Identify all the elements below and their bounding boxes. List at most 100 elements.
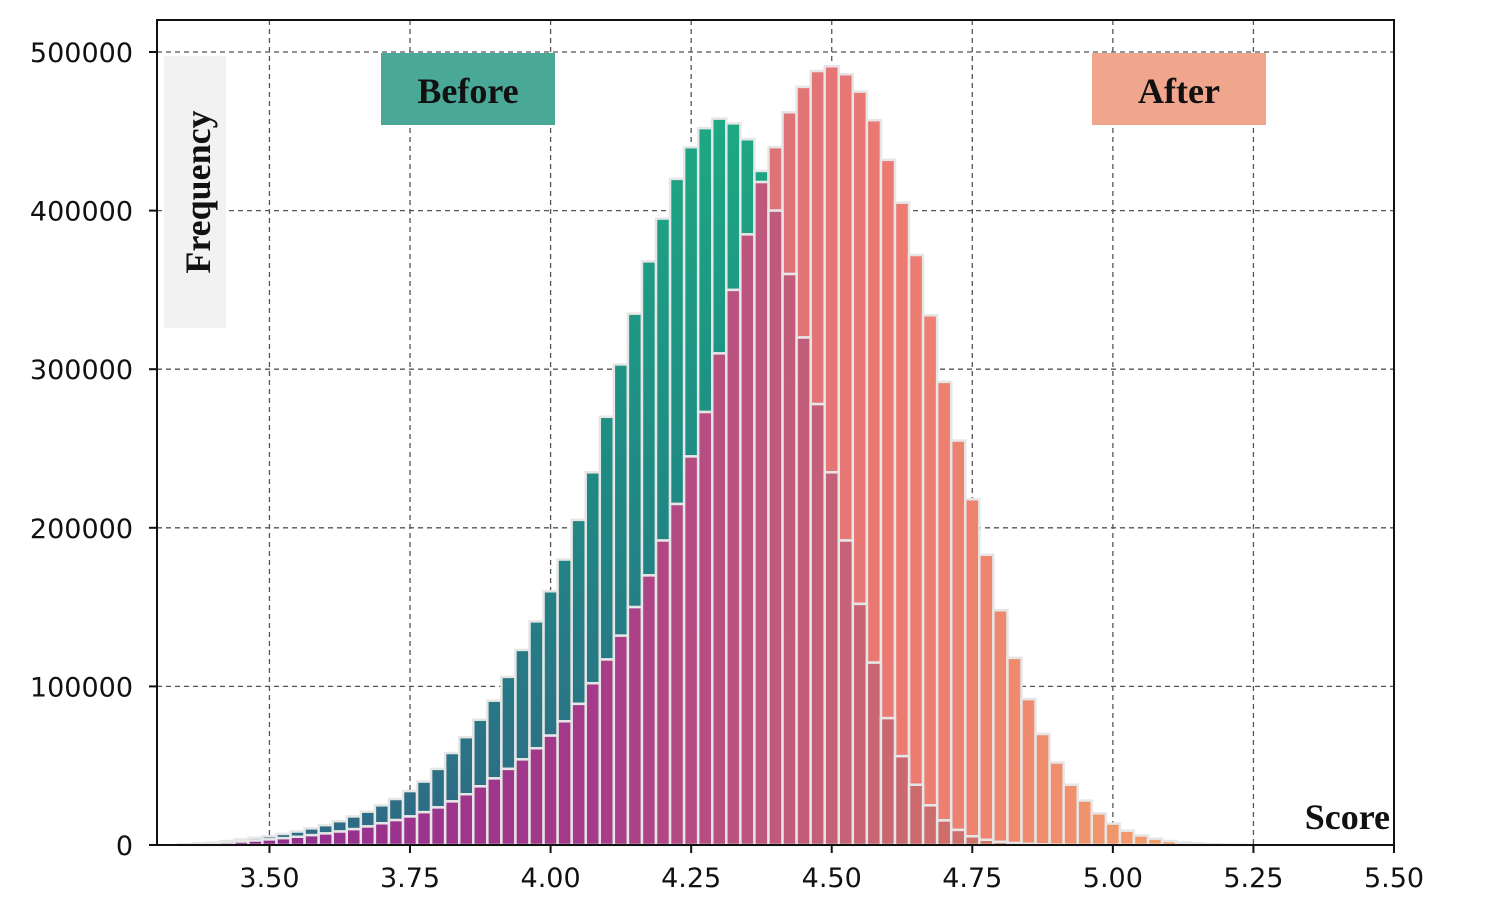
bar-before — [725, 122, 742, 292]
bar-after — [935, 380, 953, 822]
bar-before — [753, 169, 770, 184]
bar-overlap — [317, 832, 334, 847]
bar-after — [992, 609, 1009, 844]
bar-overlap — [289, 835, 306, 847]
bar-before — [626, 312, 644, 609]
bar-before — [710, 117, 728, 355]
bar-overlap — [500, 767, 517, 847]
x-tick-label: 3.75 — [380, 863, 440, 894]
bar-after — [1020, 697, 1037, 846]
bar-after — [1104, 822, 1122, 847]
bar-overlap — [443, 800, 461, 847]
bar-before — [486, 699, 503, 780]
bar-after — [893, 201, 911, 758]
bar-overlap — [739, 233, 756, 847]
bar-before — [612, 363, 630, 637]
bar-overlap — [837, 539, 855, 847]
bar-before — [415, 780, 433, 814]
bar-overlap — [865, 661, 883, 847]
bar-after — [949, 439, 967, 832]
y-tick-label: 400000 — [30, 197, 133, 228]
bar-overlap — [584, 681, 602, 847]
bar-overlap — [921, 804, 939, 847]
bar-overlap — [710, 352, 728, 847]
bar-after — [879, 158, 897, 720]
bar-before — [682, 145, 700, 458]
bar-overlap — [654, 539, 672, 847]
bar-before — [584, 471, 602, 685]
bar-after — [964, 498, 981, 838]
bar-overlap — [598, 658, 616, 847]
x-tick-label: 4.25 — [661, 863, 721, 894]
bar-overlap — [303, 833, 320, 847]
bar-before — [429, 767, 447, 809]
x-tick-label: 4.75 — [942, 863, 1002, 894]
bar-overlap — [401, 815, 419, 847]
bar-before — [373, 804, 391, 825]
legend-before-label: Before — [417, 71, 518, 111]
bar-overlap — [359, 825, 377, 847]
y-tick-label: 200000 — [30, 514, 133, 545]
bar-before — [654, 217, 672, 542]
y-axis-title: Frequency — [178, 110, 218, 273]
bar-before — [387, 797, 405, 822]
x-tick-label: 4.00 — [521, 863, 581, 894]
bar-overlap — [682, 455, 700, 847]
bar-overlap — [696, 410, 714, 847]
bar-overlap — [612, 634, 630, 847]
bar-overlap — [964, 835, 981, 847]
legend-after-label: After — [1138, 71, 1220, 111]
bar-overlap — [809, 402, 826, 847]
x-tick-label: 5.00 — [1083, 863, 1143, 894]
bar-overlap — [345, 827, 363, 847]
bar-overlap — [556, 720, 573, 847]
bar-before — [598, 415, 616, 661]
legend-after-swatch — [1092, 53, 1266, 125]
bar-after — [781, 111, 798, 276]
x-axis-ticks: 3.50 3.75 4.00 4.25 4.50 4.75 5.00 5.25 5.50 — [239, 845, 1424, 894]
bar-after — [851, 90, 869, 606]
y-tick-label: 0 — [116, 831, 133, 862]
bar-before — [528, 620, 545, 750]
bar-overlap — [795, 336, 812, 847]
bar-overlap — [415, 810, 433, 847]
x-tick-label: 5.50 — [1364, 863, 1424, 894]
bar-overlap — [514, 758, 531, 847]
bar-before — [500, 675, 517, 771]
bar-overlap — [640, 574, 658, 847]
bar-before — [668, 177, 686, 506]
bar-overlap — [542, 734, 559, 847]
bar-overlap — [823, 471, 841, 847]
bar-after — [1034, 732, 1051, 846]
bar-before — [331, 819, 349, 833]
plot-frame — [156, 19, 1395, 846]
bar-overlap — [528, 747, 545, 847]
bar-overlap — [907, 783, 925, 847]
bar-after — [978, 553, 995, 842]
bar-after — [865, 118, 883, 664]
bar-before — [570, 518, 587, 706]
x-tick-label: 3.50 — [239, 863, 299, 894]
bar-before — [542, 589, 559, 737]
legend-before-swatch — [381, 53, 555, 125]
bar-overlap — [893, 754, 911, 847]
bar-after — [1006, 656, 1023, 845]
y-axis-ticks: 0 100000 200000 300000 400000 500000 — [30, 38, 157, 862]
bar-after — [1062, 783, 1079, 847]
bar-after — [1132, 834, 1150, 847]
y-tick-label: 300000 — [30, 355, 133, 386]
x-tick-label: 5.25 — [1223, 863, 1283, 894]
bar-overlap — [626, 605, 644, 847]
bar-overlap — [851, 602, 869, 847]
bar-before — [443, 751, 461, 803]
bar-overlap — [935, 819, 953, 847]
bar-before — [739, 137, 756, 236]
bar-before — [696, 126, 714, 414]
bar-overlap — [725, 288, 742, 847]
bar-after — [907, 253, 925, 786]
bar-after — [795, 85, 812, 339]
bar-before — [401, 789, 419, 818]
bar-before — [556, 558, 573, 723]
bar-overlap — [472, 785, 489, 847]
bar-before — [640, 260, 658, 577]
